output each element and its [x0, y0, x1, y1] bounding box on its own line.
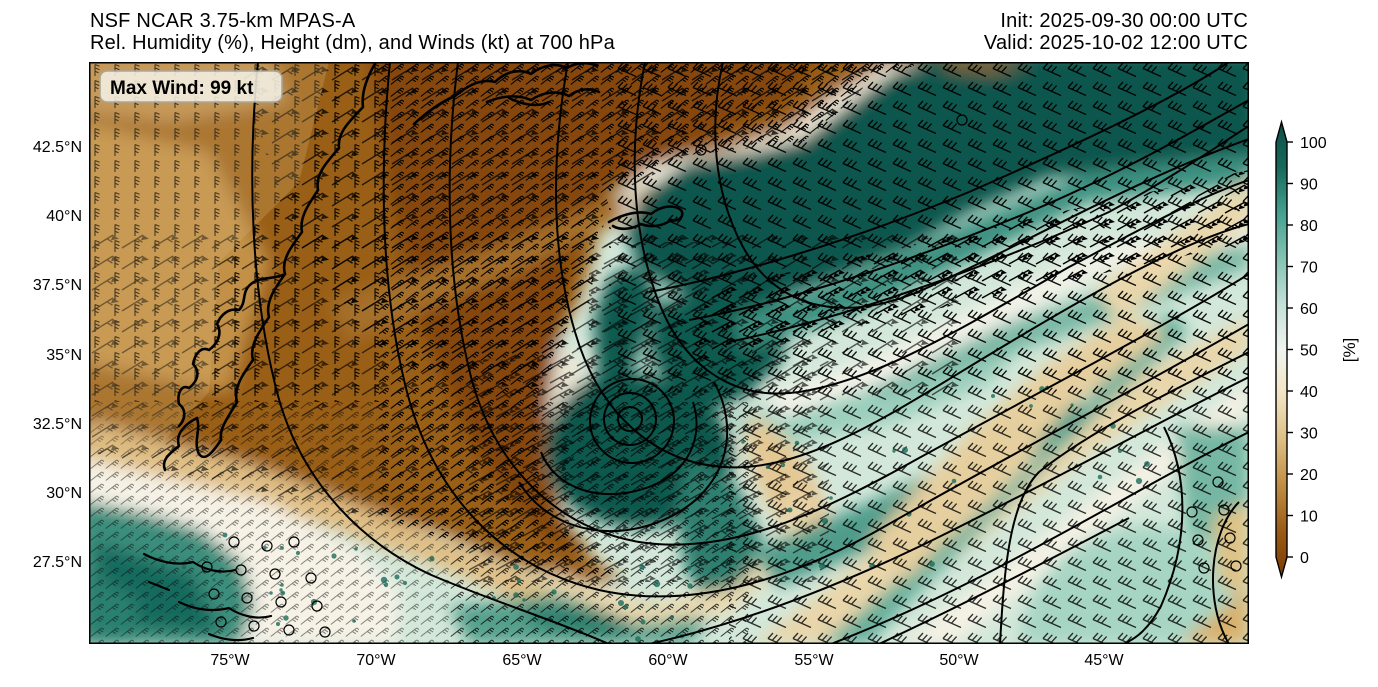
svg-text:[%]: [%] [1340, 338, 1359, 363]
svg-text:30: 30 [1300, 426, 1318, 443]
svg-text:100: 100 [1300, 135, 1327, 152]
svg-text:70: 70 [1300, 260, 1318, 277]
svg-text:80: 80 [1300, 218, 1318, 235]
svg-text:50: 50 [1300, 343, 1318, 360]
svg-text:Max Wind: 99 kt: Max Wind: 99 kt [110, 78, 254, 99]
svg-text:0: 0 [1300, 550, 1309, 567]
svg-text:20: 20 [1300, 467, 1318, 484]
svg-text:40: 40 [1300, 384, 1318, 401]
svg-text:10: 10 [1300, 509, 1318, 526]
svg-text:90: 90 [1300, 177, 1318, 194]
svg-text:60: 60 [1300, 301, 1318, 318]
